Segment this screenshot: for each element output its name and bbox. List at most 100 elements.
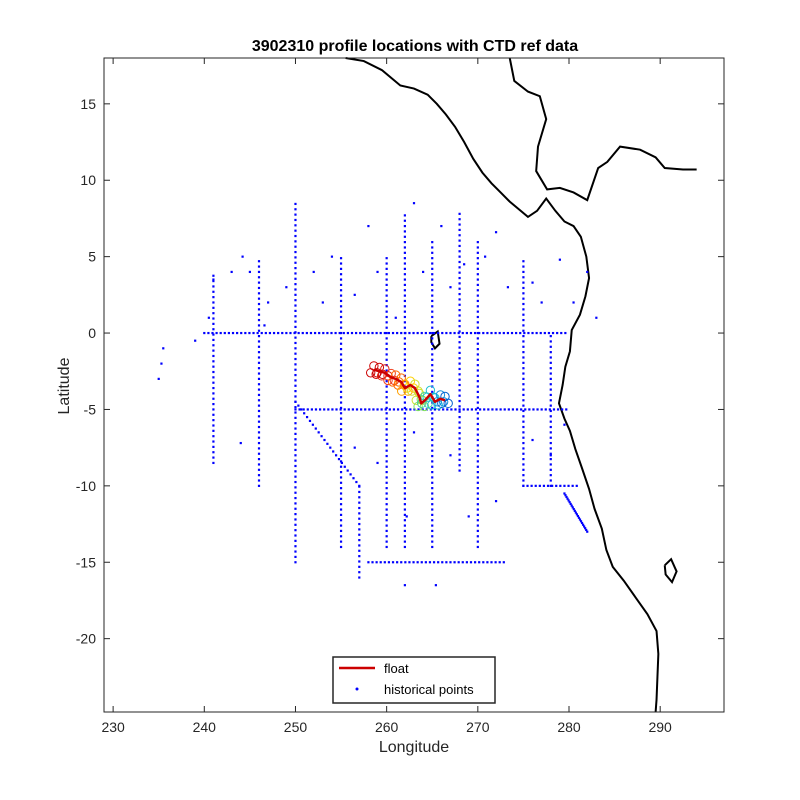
historical-point	[458, 298, 461, 301]
historical-point	[385, 310, 388, 313]
historical-point	[458, 421, 461, 424]
historical-point	[476, 513, 479, 516]
historical-point	[403, 283, 406, 287]
historical-point	[408, 331, 411, 335]
y-axis-label: Latitude	[56, 357, 73, 414]
historical-point	[364, 408, 367, 411]
historical-point	[431, 267, 434, 270]
historical-point	[404, 331, 407, 335]
historical-point	[212, 322, 215, 325]
historical-point	[522, 420, 525, 423]
y-tick-label: 0	[88, 325, 96, 341]
historical-point	[431, 289, 434, 292]
historical-point	[383, 331, 386, 335]
historical-point	[387, 561, 391, 564]
historical-point	[403, 214, 406, 217]
historical-point	[538, 484, 541, 487]
historical-point	[339, 438, 343, 442]
historical-point	[425, 408, 428, 411]
historical-point	[431, 465, 434, 468]
historical-point	[431, 470, 434, 474]
historical-point	[403, 257, 406, 260]
historical-point	[524, 408, 527, 411]
historical-point	[403, 438, 406, 442]
historical-point	[385, 492, 388, 495]
historical-point	[494, 561, 497, 564]
historical-point	[339, 273, 343, 276]
historical-point	[385, 396, 388, 399]
historical-point	[385, 390, 388, 393]
historical-point	[212, 456, 215, 459]
historical-point	[431, 241, 434, 244]
historical-point	[303, 412, 306, 415]
historical-point	[476, 401, 479, 404]
historical-point	[380, 408, 383, 411]
historical-point	[294, 304, 297, 307]
historical-point	[510, 331, 514, 335]
historical-point	[212, 408, 215, 411]
historical-point	[257, 436, 261, 439]
historical-point	[476, 342, 479, 345]
historical-point	[522, 270, 525, 274]
x-tick-label: 230	[101, 719, 125, 735]
historical-point	[385, 545, 388, 549]
historical-point	[371, 561, 374, 564]
historical-point	[257, 329, 261, 332]
historical-point	[549, 372, 552, 375]
historical-point	[211, 331, 214, 335]
x-tick-label: 280	[557, 719, 581, 735]
historical-point	[385, 369, 388, 372]
historical-point	[257, 474, 261, 477]
historical-point	[340, 461, 343, 465]
historical-point	[339, 358, 343, 361]
historical-point	[522, 463, 525, 466]
historical-point	[478, 331, 481, 335]
historical-point	[257, 313, 261, 316]
historical-point	[212, 333, 215, 336]
historical-point	[476, 438, 479, 442]
historical-point	[431, 321, 434, 324]
historical-point	[595, 316, 598, 319]
historical-point	[458, 448, 461, 451]
historical-point	[403, 337, 406, 340]
historical-point	[522, 372, 525, 375]
historical-point	[403, 428, 406, 431]
historical-point	[522, 484, 525, 487]
historical-point	[385, 529, 388, 533]
historical-point	[403, 321, 406, 324]
historical-point	[403, 219, 406, 222]
historical-point	[476, 428, 479, 431]
historical-point	[403, 235, 406, 238]
legend: float historical points	[332, 656, 496, 704]
historical-point	[212, 424, 215, 427]
historical-point	[396, 331, 399, 335]
historical-point	[385, 283, 388, 287]
historical-point	[442, 408, 445, 411]
historical-point	[403, 278, 406, 281]
historical-point	[476, 246, 479, 249]
historical-point	[257, 318, 261, 322]
historical-point	[403, 470, 406, 474]
historical-point	[551, 331, 555, 335]
historical-point	[294, 529, 297, 532]
historical-point	[358, 538, 361, 542]
historical-point	[586, 270, 589, 274]
y-tick-label: 10	[80, 172, 96, 188]
historical-point	[294, 347, 297, 350]
historical-point	[549, 361, 552, 364]
historical-point	[458, 255, 461, 258]
historical-point	[349, 473, 352, 476]
historical-point	[403, 433, 406, 436]
historical-point	[403, 246, 406, 249]
historical-point	[523, 331, 526, 335]
historical-point	[257, 367, 261, 370]
historical-point	[470, 408, 473, 411]
historical-point	[294, 443, 297, 446]
historical-point	[522, 447, 525, 450]
historical-point	[294, 288, 297, 291]
historical-point	[256, 331, 259, 335]
historical-point	[257, 377, 261, 380]
historical-point	[339, 342, 343, 345]
historical-point	[403, 369, 406, 372]
historical-point	[257, 393, 261, 397]
